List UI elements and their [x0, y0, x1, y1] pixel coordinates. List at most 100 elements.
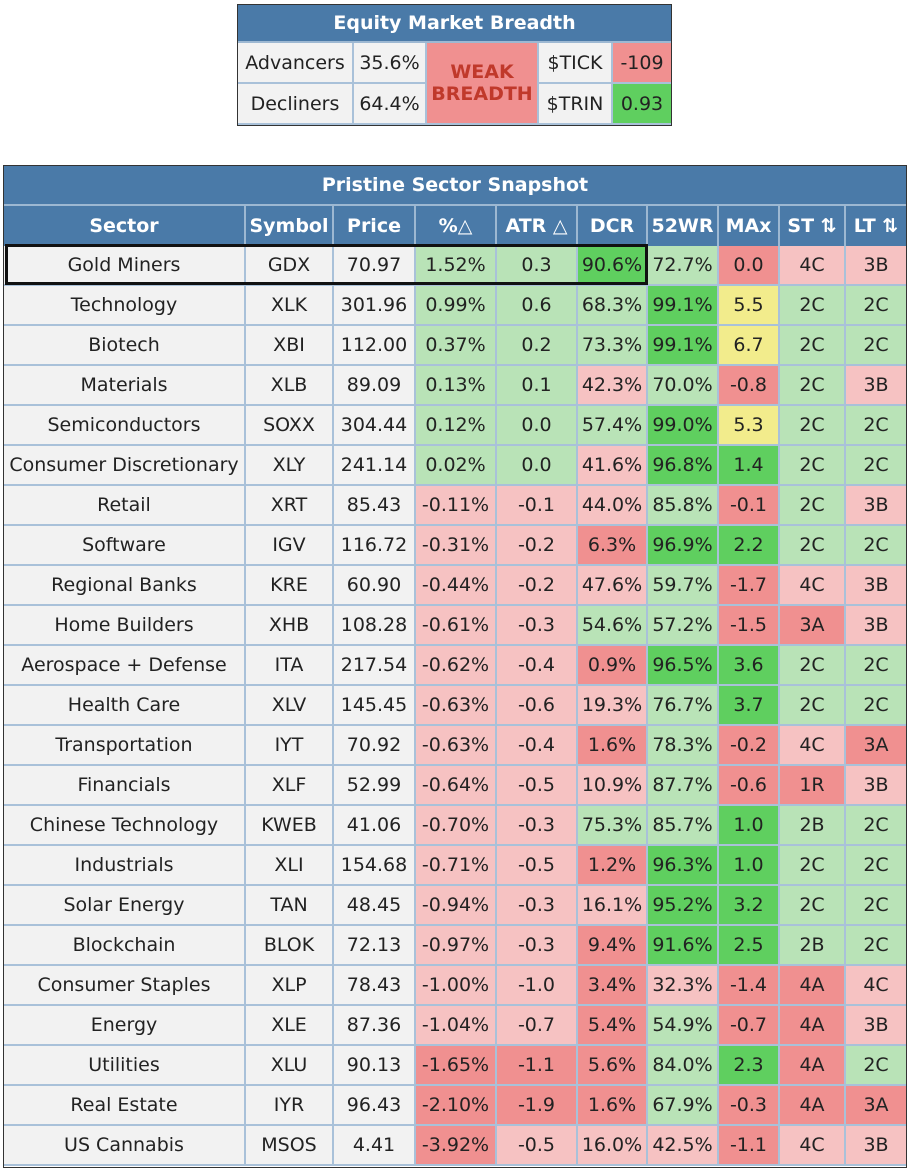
- cell-price: 89.09: [334, 366, 416, 406]
- tick-label: $TICK: [539, 43, 613, 84]
- header-max: MAx: [719, 206, 780, 246]
- table-row: Biotech XBI 112.00 0.37% 0.2 73.3% 99.1% 6.7 2C 2…: [4, 326, 906, 366]
- cell-st: 2C: [780, 646, 846, 686]
- cell-st: 4A: [780, 1086, 846, 1126]
- cell-sector: Technology: [4, 286, 246, 326]
- cell-dcr: 54.6%: [578, 606, 648, 646]
- cell-pct-change: -0.63%: [416, 686, 497, 726]
- cell-pct-change: -0.70%: [416, 806, 497, 846]
- cell-price: 52.99: [334, 766, 416, 806]
- cell-dcr: 73.3%: [578, 326, 648, 366]
- cell-lt: 2C: [846, 646, 906, 686]
- cell-symbol: KRE: [246, 566, 334, 606]
- cell-price: 96.43: [334, 1086, 416, 1126]
- cell-lt: 2C: [846, 926, 906, 966]
- cell-52wr: 85.8%: [648, 486, 719, 526]
- header-st: ST ⇅: [780, 206, 846, 246]
- cell-dcr: 42.3%: [578, 366, 648, 406]
- cell-sector: Biotech: [4, 326, 246, 366]
- table-row: Materials XLB 89.09 0.13% 0.1 42.3% 70.0% -0.8 2…: [4, 366, 906, 406]
- cell-symbol: XLP: [246, 966, 334, 1006]
- cell-symbol: XRT: [246, 486, 334, 526]
- cell-dcr: 5.4%: [578, 1006, 648, 1046]
- cell-st: 2C: [780, 366, 846, 406]
- cell-atr-change: -0.5: [497, 1126, 578, 1166]
- cell-pct-change: -1.00%: [416, 966, 497, 1006]
- cell-sector: Gold Miners: [4, 246, 246, 286]
- cell-dcr: 3.4%: [578, 966, 648, 1006]
- cell-pct-change: -0.11%: [416, 486, 497, 526]
- cell-pct-change: -0.97%: [416, 926, 497, 966]
- cell-st: 4A: [780, 1006, 846, 1046]
- header-atr-change: ATR △: [497, 206, 578, 246]
- advancers-label: Advancers: [238, 43, 354, 84]
- cell-pct-change: -2.10%: [416, 1086, 497, 1126]
- cell-dcr: 6.3%: [578, 526, 648, 566]
- cell-symbol: XLI: [246, 846, 334, 886]
- cell-dcr: 57.4%: [578, 406, 648, 446]
- cell-st: 2C: [780, 846, 846, 886]
- cell-sector: Software: [4, 526, 246, 566]
- cell-52wr: 96.8%: [648, 446, 719, 486]
- cell-sector: Financials: [4, 766, 246, 806]
- cell-dcr: 0.9%: [578, 646, 648, 686]
- cell-sector: Regional Banks: [4, 566, 246, 606]
- table-row: Chinese Technology KWEB 41.06 -0.70% -0.3 75.…: [4, 806, 906, 846]
- cell-max: -0.1: [719, 486, 780, 526]
- cell-price: 85.43: [334, 486, 416, 526]
- cell-lt: 3A: [846, 726, 906, 766]
- cell-dcr: 9.4%: [578, 926, 648, 966]
- cell-price: 78.43: [334, 966, 416, 1006]
- trin-value: 0.93: [613, 84, 671, 125]
- cell-52wr: 78.3%: [648, 726, 719, 766]
- cell-st: 2C: [780, 326, 846, 366]
- cell-atr-change: 0.1: [497, 366, 578, 406]
- cell-symbol: XLE: [246, 1006, 334, 1046]
- cell-max: -1.5: [719, 606, 780, 646]
- cell-lt: 2C: [846, 686, 906, 726]
- cell-dcr: 16.1%: [578, 886, 648, 926]
- cell-atr-change: -0.2: [497, 526, 578, 566]
- cell-pct-change: -3.92%: [416, 1126, 497, 1166]
- cell-max: 1.4: [719, 446, 780, 486]
- cell-52wr: 42.5%: [648, 1126, 719, 1166]
- cell-st: 3A: [780, 606, 846, 646]
- cell-st: 4C: [780, 566, 846, 606]
- cell-sector: Blockchain: [4, 926, 246, 966]
- cell-atr-change: -1.1: [497, 1046, 578, 1086]
- table-row: Aerospace + Defense ITA 217.54 -0.62% -0.4 0.…: [4, 646, 906, 686]
- cell-atr-change: -0.4: [497, 646, 578, 686]
- cell-atr-change: -0.7: [497, 1006, 578, 1046]
- cell-st: 2B: [780, 926, 846, 966]
- cell-max: 3.2: [719, 886, 780, 926]
- header-dcr: DCR: [578, 206, 648, 246]
- header-symbol: Symbol: [246, 206, 334, 246]
- tick-value: -109: [613, 43, 671, 84]
- header-52wr: 52WR: [648, 206, 719, 246]
- breadth-status-badge: WEAK BREADTH: [427, 43, 539, 125]
- cell-dcr: 5.6%: [578, 1046, 648, 1086]
- cell-atr-change: -0.3: [497, 806, 578, 846]
- cell-dcr: 10.9%: [578, 766, 648, 806]
- cell-max: 5.5: [719, 286, 780, 326]
- cell-lt: 3A: [846, 1086, 906, 1126]
- cell-sector: Consumer Discretionary: [4, 446, 246, 486]
- cell-atr-change: 0.2: [497, 326, 578, 366]
- cell-max: 2.5: [719, 926, 780, 966]
- cell-pct-change: 0.13%: [416, 366, 497, 406]
- cell-sector: US Cannabis: [4, 1126, 246, 1166]
- cell-atr-change: -0.3: [497, 926, 578, 966]
- cell-52wr: 72.7%: [648, 246, 719, 286]
- cell-symbol: KWEB: [246, 806, 334, 846]
- cell-st: 4C: [780, 246, 846, 286]
- breadth-grid: Advancers 35.6% Decliners 64.4% WEAK BRE…: [238, 43, 671, 125]
- cell-symbol: XLK: [246, 286, 334, 326]
- cell-lt: 3B: [846, 1126, 906, 1166]
- cell-sector: Solar Energy: [4, 886, 246, 926]
- cell-max: -1.7: [719, 566, 780, 606]
- table-row: Consumer Staples XLP 78.43 -1.00% -1.0 3.4% 32…: [4, 966, 906, 1006]
- header-lt: LT ⇅: [853, 215, 899, 237]
- cell-symbol: IYR: [246, 1086, 334, 1126]
- cell-pct-change: -0.62%: [416, 646, 497, 686]
- cell-price: 108.28: [334, 606, 416, 646]
